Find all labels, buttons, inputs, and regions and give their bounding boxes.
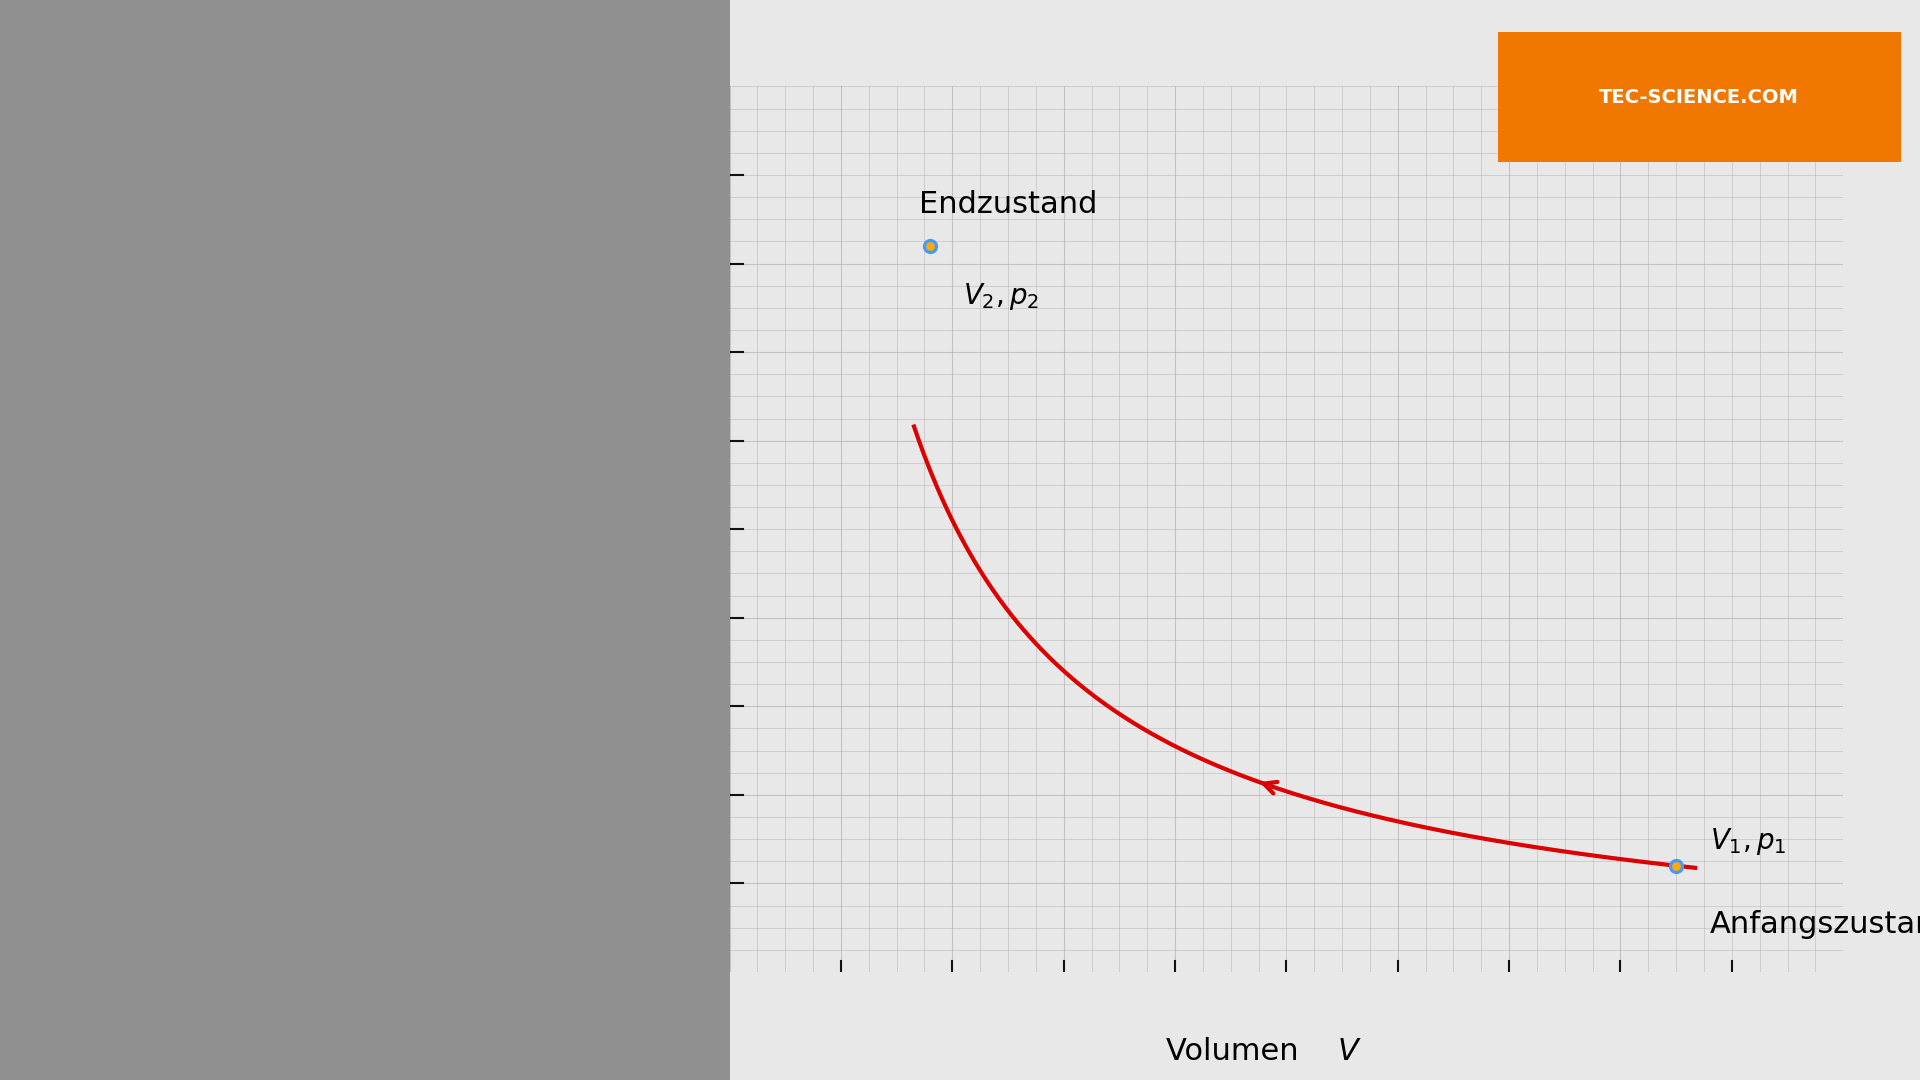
Point — [1661, 858, 1692, 875]
Text: Volumen: Volumen — [1165, 1037, 1309, 1066]
Point — [914, 238, 945, 255]
Text: $p$: $p$ — [634, 491, 662, 512]
Text: Druck: Druck — [634, 480, 662, 579]
Point — [1661, 858, 1692, 875]
Text: $V_1, p_1$: $V_1, p_1$ — [1709, 826, 1786, 856]
Point — [914, 238, 945, 255]
Text: $V$: $V$ — [1336, 1037, 1361, 1066]
Text: Endzustand: Endzustand — [920, 190, 1098, 219]
Text: Anfangszustand: Anfangszustand — [1709, 910, 1920, 939]
Text: $V_2, p_2$: $V_2, p_2$ — [964, 281, 1041, 312]
Text: TEC-SCIENCE.COM: TEC-SCIENCE.COM — [1599, 87, 1799, 107]
